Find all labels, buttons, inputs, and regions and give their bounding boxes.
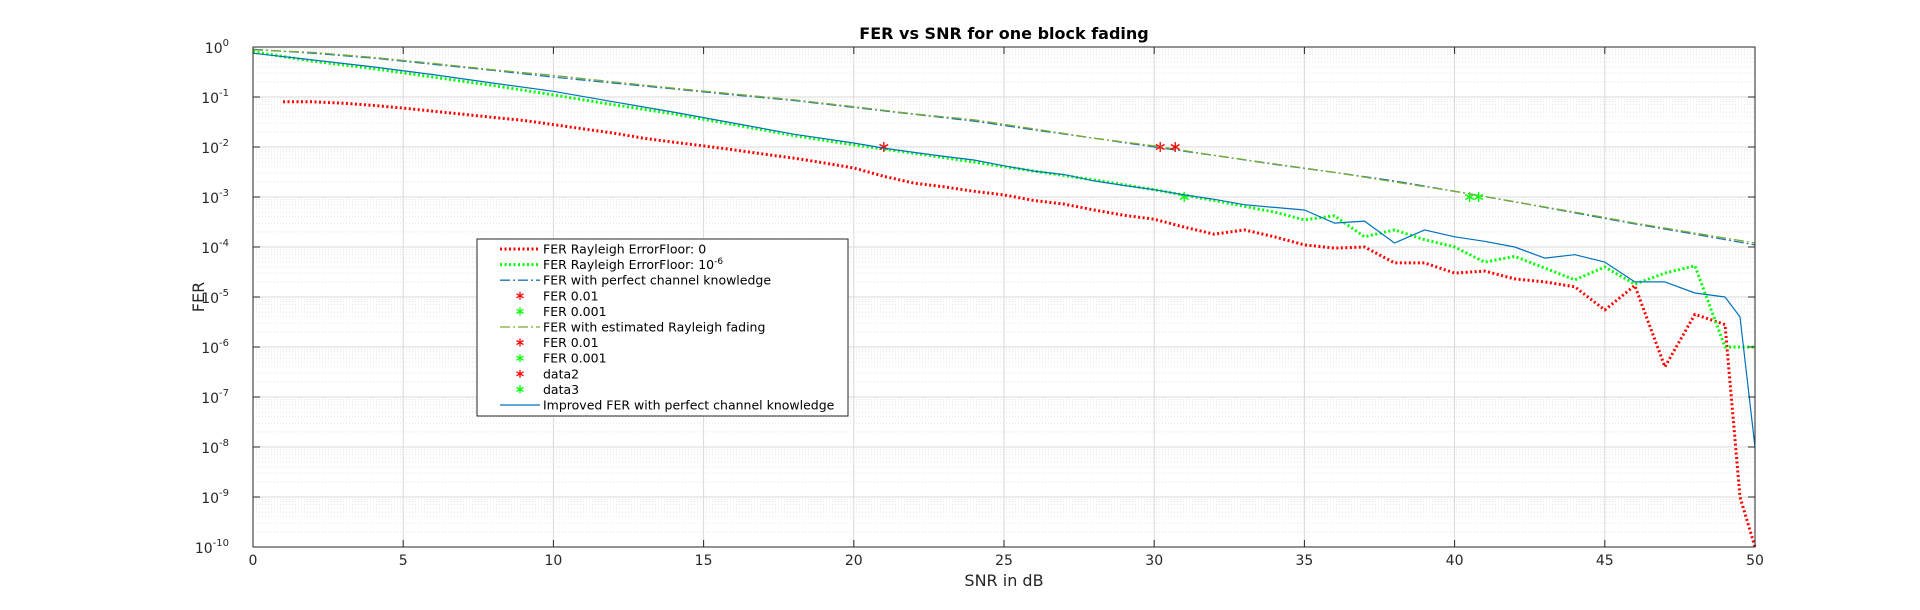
x-tick-label: 25 xyxy=(995,553,1013,569)
x-tick-label: 15 xyxy=(695,553,713,569)
legend-entry: FER 0.001 xyxy=(516,304,607,319)
x-tick-label: 50 xyxy=(1746,553,1764,569)
legend-entry: Improved FER with perfect channel knowle… xyxy=(500,398,835,413)
legend-label: Improved FER with perfect channel knowle… xyxy=(543,398,835,413)
y-tick-label: 10-3 xyxy=(201,188,229,207)
legend-entry: data3 xyxy=(516,382,579,397)
legend-label: FER with estimated Rayleigh fading xyxy=(543,320,765,335)
y-tick-label: 10-7 xyxy=(201,388,229,407)
legend-box xyxy=(476,238,849,417)
legend-marker xyxy=(516,369,524,378)
legend-marker xyxy=(516,338,524,347)
x-axis-title: SNR in dB xyxy=(964,571,1043,590)
x-tick-label: 0 xyxy=(249,553,258,569)
legend-marker xyxy=(516,354,524,363)
y-tick-label: 10-8 xyxy=(201,438,229,457)
legend-label: FER Rayleigh ErrorFloor: 10-6 xyxy=(543,257,723,272)
legend-entry: FER with estimated Rayleigh fading xyxy=(500,320,765,335)
x-tick-label: 5 xyxy=(399,553,408,569)
series-marker xyxy=(1170,142,1180,152)
y-tick-label: 10-6 xyxy=(201,338,229,357)
legend-entry: FER 0.001 xyxy=(516,351,607,366)
legend-label: data2 xyxy=(543,366,579,381)
y-tick-label: 10-9 xyxy=(201,488,229,507)
x-tick-label: 30 xyxy=(1145,553,1163,569)
legend-label: FER 0.01 xyxy=(543,288,599,303)
y-tick-label: 10-10 xyxy=(195,538,229,557)
legend-label: FER with perfect channel knowledge xyxy=(543,273,771,288)
legend-entry: FER 0.01 xyxy=(516,335,599,350)
x-tick-label: 10 xyxy=(544,553,562,569)
series-line xyxy=(252,50,1755,349)
x-tick-label: 20 xyxy=(845,553,863,569)
y-tick-label: 10-4 xyxy=(201,238,229,257)
ticks: 0 5 10 15 20 25 30 35 40 45 50 100 10-1 10-2 10-3 10-4 1… xyxy=(195,38,1764,569)
legend-marker xyxy=(516,307,524,316)
legend-entry: FER with perfect channel knowledge xyxy=(500,273,771,288)
legend-label: FER 0.001 xyxy=(543,351,607,366)
legend-label: FER Rayleigh ErrorFloor: 0 xyxy=(543,242,706,257)
series-line xyxy=(252,49,1756,244)
legend-label: data3 xyxy=(543,382,579,397)
legend-entry: FER 0.01 xyxy=(516,288,599,303)
y-tick-label: 10-1 xyxy=(201,88,229,107)
legend-marker xyxy=(516,291,524,300)
chart-title: FER vs SNR for one block fading xyxy=(859,24,1148,43)
series-marker xyxy=(1155,142,1165,152)
legend-entry: data2 xyxy=(516,366,579,381)
x-tick-label: 45 xyxy=(1596,553,1614,569)
y-tick-label: 10-2 xyxy=(201,138,229,157)
legend-entry: FER Rayleigh ErrorFloor: 0 xyxy=(500,242,706,257)
series-marker xyxy=(1473,192,1484,202)
legend-label: FER 0.01 xyxy=(543,335,599,350)
y-tick-label: 100 xyxy=(205,38,229,57)
legend-label: FER 0.001 xyxy=(543,304,607,319)
series-layer xyxy=(252,48,1757,548)
y-axis-title: FER xyxy=(189,282,208,312)
legend-entry: FER Rayleigh ErrorFloor: 10-6 xyxy=(500,257,723,272)
x-tick-label: 40 xyxy=(1446,553,1464,569)
series-line xyxy=(252,52,1756,448)
grid xyxy=(252,46,1756,548)
x-tick-label: 35 xyxy=(1295,553,1313,569)
legend-marker xyxy=(516,385,524,394)
